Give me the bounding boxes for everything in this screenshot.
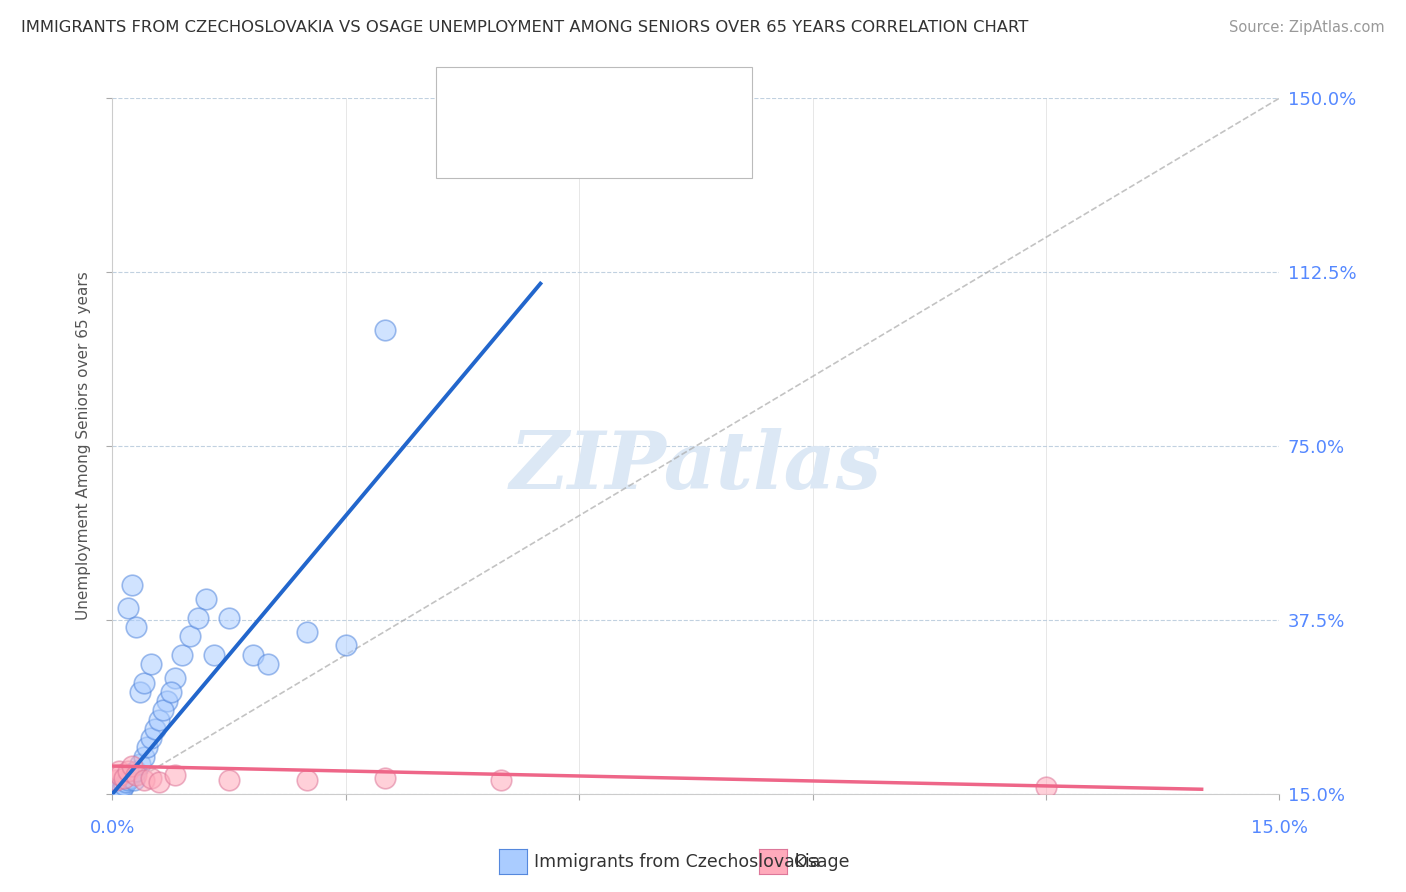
Point — [148, 713, 170, 727]
Point — [160, 685, 183, 699]
Text: R = -0.563   N = 16: R = -0.563 N = 16 — [492, 136, 683, 154]
Point — [1035, 780, 1057, 794]
Point — [121, 759, 143, 773]
Point — [257, 657, 280, 671]
Point — [121, 578, 143, 592]
Point — [218, 772, 240, 787]
Point — [111, 782, 134, 797]
Point — [105, 784, 128, 798]
Point — [141, 771, 163, 785]
Point — [117, 764, 139, 778]
Point — [295, 624, 318, 639]
Y-axis label: Unemployment Among Seniors over 65 years: Unemployment Among Seniors over 65 years — [76, 272, 91, 620]
Point — [295, 772, 318, 787]
Point — [118, 771, 141, 785]
Point — [115, 775, 138, 789]
Text: IMMIGRANTS FROM CZECHOSLOVAKIA VS OSAGE UNEMPLOYMENT AMONG SENIORS OVER 65 YEARS: IMMIGRANTS FROM CZECHOSLOVAKIA VS OSAGE … — [21, 20, 1028, 35]
Point — [112, 778, 135, 792]
Point — [148, 775, 170, 789]
Point — [335, 639, 357, 653]
Point — [117, 601, 139, 615]
Point — [132, 675, 155, 690]
Point — [491, 772, 513, 787]
Text: R =  0.724   N = 38: R = 0.724 N = 38 — [492, 92, 683, 110]
Point — [128, 685, 150, 699]
Point — [194, 592, 217, 607]
Point — [125, 768, 148, 782]
Point — [107, 782, 129, 797]
Point — [374, 323, 396, 337]
Point — [187, 610, 209, 624]
Point — [141, 657, 163, 671]
Text: 0.0%: 0.0% — [90, 819, 135, 837]
Point — [202, 648, 225, 662]
Point — [143, 722, 166, 736]
Point — [172, 648, 194, 662]
Point — [110, 768, 132, 782]
Point — [132, 772, 155, 787]
Point — [141, 731, 163, 746]
Point — [125, 764, 148, 778]
Point — [110, 780, 132, 794]
Point — [156, 694, 179, 708]
Point — [105, 772, 128, 787]
Point — [136, 740, 159, 755]
Text: ZIPatlas: ZIPatlas — [510, 428, 882, 506]
Point — [242, 648, 264, 662]
Point — [128, 756, 150, 771]
Point — [163, 671, 186, 685]
Point — [112, 771, 135, 785]
Point — [122, 772, 145, 787]
Text: 15.0%: 15.0% — [1251, 819, 1308, 837]
Point — [152, 703, 174, 717]
Point — [218, 610, 240, 624]
Point — [163, 768, 186, 782]
Point — [132, 749, 155, 764]
Text: Immigrants from Czechoslovakia: Immigrants from Czechoslovakia — [534, 853, 821, 871]
Point — [374, 771, 396, 785]
Text: Osage: Osage — [794, 853, 849, 871]
Point — [107, 764, 129, 778]
Point — [121, 766, 143, 780]
Text: Source: ZipAtlas.com: Source: ZipAtlas.com — [1229, 20, 1385, 35]
Point — [117, 772, 139, 787]
Point — [179, 629, 201, 643]
Point — [125, 620, 148, 634]
